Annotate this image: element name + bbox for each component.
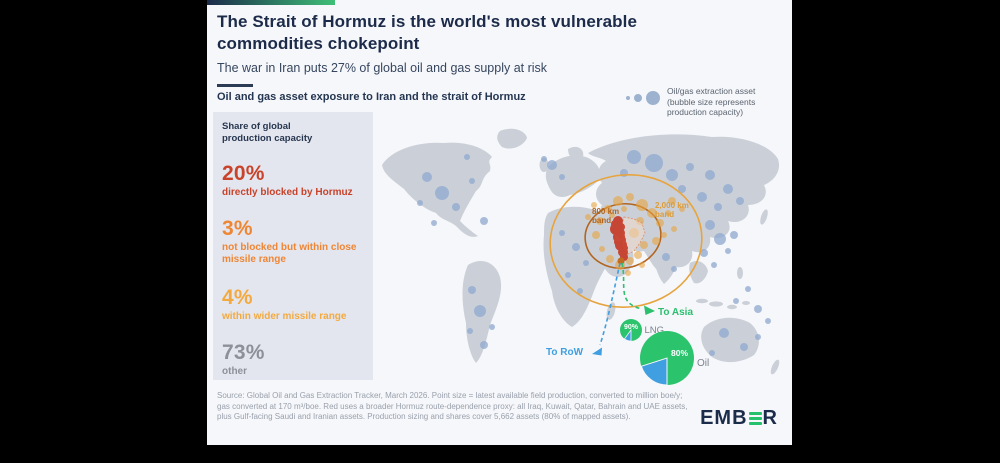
world-map: 800 km band 2,000 km band To Asia To RoW… xyxy=(382,128,780,386)
source-note: Source: Global Oil and Gas Extraction Tr… xyxy=(217,391,688,422)
route-to-asia-arrowhead xyxy=(644,305,655,315)
route-to-row-arrowhead xyxy=(592,347,602,356)
lng-pie-chart: 90% LNG xyxy=(620,319,665,342)
bubble-size-icon xyxy=(626,91,660,105)
oil-pie-chart: 80% Oil xyxy=(640,331,709,386)
brand-gradient-bar xyxy=(207,0,335,5)
page-subtitle: The war in Iran puts 27% of global oil a… xyxy=(217,61,548,75)
to-row-label: To RoW xyxy=(546,347,584,358)
oil-pct-label: 80% xyxy=(671,348,688,358)
lng-pct-label: 90% xyxy=(624,324,639,331)
continents xyxy=(382,128,780,375)
bubble-small-icon xyxy=(626,96,630,100)
to-asia-label: To Asia xyxy=(658,307,693,318)
stat-other: 73% other xyxy=(222,342,364,378)
stats-panel: Share of global production capacity 20% … xyxy=(213,112,373,380)
band-2000km-label-line2: band xyxy=(655,210,674,219)
strait-of-hormuz-marker xyxy=(617,257,625,265)
ember-logo-text-left: EMB xyxy=(700,407,748,429)
ember-logo: EMB R xyxy=(700,407,778,430)
stat-value: 73% xyxy=(222,340,265,364)
band-800km-label-line2: band xyxy=(592,216,611,225)
ember-logo-e-icon xyxy=(748,411,762,426)
band-2000km-label-line1: 2,000 km xyxy=(655,201,689,210)
stat-label: other xyxy=(222,365,247,377)
bubble-medium-icon xyxy=(634,94,642,102)
stat-label: directly blocked by Hormuz xyxy=(222,186,353,198)
divider xyxy=(217,84,253,87)
legend-label: Oil/gas extraction asset (bubble size re… xyxy=(667,86,756,118)
route-to-row xyxy=(599,262,621,346)
stat-wider-range: 4% within wider missile range xyxy=(222,287,364,323)
stat-label: within wider missile range xyxy=(222,310,347,322)
global-asset-bubbles xyxy=(417,150,771,356)
route-to-asia xyxy=(621,262,643,310)
stat-value: 20% xyxy=(222,161,265,185)
hormuz-blocked-bubbles xyxy=(610,216,628,261)
oil-label: Oil xyxy=(697,358,709,369)
bubble-large-icon xyxy=(646,91,660,105)
stat-label: not blocked but within close missile ran… xyxy=(222,241,357,265)
stat-value: 4% xyxy=(222,285,253,309)
bubble-size-legend: Oil/gas extraction asset (bubble size re… xyxy=(626,86,779,118)
lng-label: LNG xyxy=(645,325,665,336)
band-2000km-outline xyxy=(549,173,703,309)
stat-close-range: 3% not blocked but within close missile … xyxy=(222,218,364,266)
band-800km-label-line1: 800 km xyxy=(592,207,619,216)
ember-logo-text-right: R xyxy=(762,407,778,429)
stat-value: 3% xyxy=(222,216,253,240)
stat-blocked: 20% directly blocked by Hormuz xyxy=(222,163,364,199)
stats-panel-header: Share of global production capacity xyxy=(222,121,313,145)
chart-title: Oil and gas asset exposure to Iran and t… xyxy=(217,91,526,103)
infographic-card: The Strait of Hormuz is the world's most… xyxy=(207,0,792,445)
page-title: The Strait of Hormuz is the world's most… xyxy=(217,12,638,53)
